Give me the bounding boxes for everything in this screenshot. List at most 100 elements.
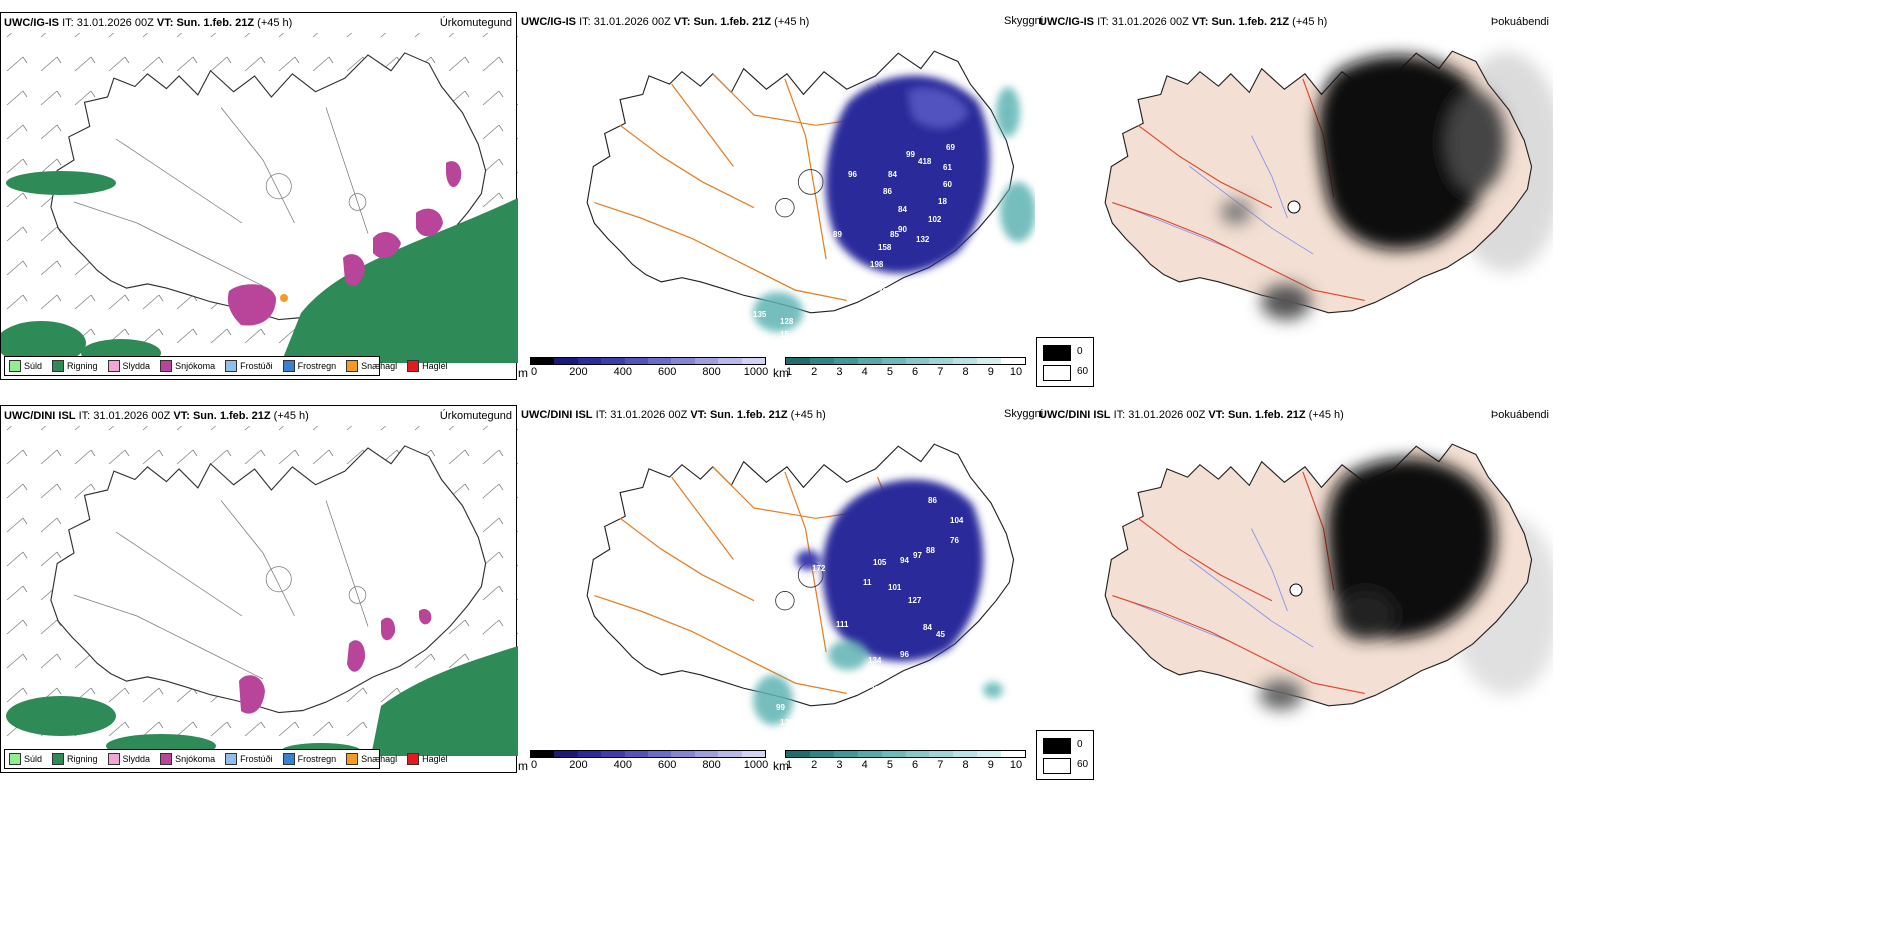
legend-label: Frostúði xyxy=(240,754,273,764)
fog-panel-bottom: Skyggni UWC/DINI ISL IT: 31.01.2026 00Z … xyxy=(1004,405,1553,780)
cloud-base-value-label: 86 xyxy=(883,187,892,196)
cloud-base-value-label: 111 xyxy=(836,620,849,629)
cloud-coverage-blue xyxy=(796,479,984,662)
colorbar-unit: m xyxy=(518,759,528,773)
precip-map xyxy=(1,33,518,367)
cloud-base-value-label: 101 xyxy=(888,583,902,592)
cloud-base-value-label: 18 xyxy=(938,197,947,206)
colorbar-km: km 1 2 3 4 5 6 7 8 9 10 xyxy=(773,357,1028,387)
fog-legend-low-label: 60 xyxy=(1077,366,1089,377)
legend-label: Rigning xyxy=(67,754,98,764)
cloud-base-value-label: 15 xyxy=(780,330,789,339)
cloud-base-value-label: 158 xyxy=(878,243,892,252)
legend-swatch xyxy=(407,753,420,765)
panel-header: UWC/IG-IS IT: 31.01.2026 00Z VT: Sun. 1.… xyxy=(521,16,810,28)
cloud-base-value-label: 96 xyxy=(900,650,909,659)
colorbar-tick: 1000 xyxy=(743,366,769,378)
cloud-base-value-label: 85 xyxy=(890,230,899,239)
colorbar-segment xyxy=(577,751,602,757)
legend-swatch xyxy=(107,753,120,765)
legend-item: Haglél xyxy=(407,360,448,372)
colorbar-tick: 7 xyxy=(937,759,944,771)
cloud-base-value-label: 418 xyxy=(918,157,932,166)
colorbar-segment xyxy=(531,358,555,364)
legend-item: Súld xyxy=(9,753,42,765)
cloud-base-value-label: 86 xyxy=(928,496,937,505)
cloud-base-value-label: 11 xyxy=(863,578,872,587)
fog-dark-area xyxy=(1221,55,1506,320)
colorbar-tick: 200 xyxy=(569,366,588,378)
legend-label: Frostúði xyxy=(240,361,273,371)
legend-label: Slydda xyxy=(122,754,151,764)
cloud-coverage-teal xyxy=(753,87,1035,332)
legend-item: Snjókoma xyxy=(160,360,215,372)
snow-area xyxy=(227,161,462,326)
cloud-base-value-label: 127 xyxy=(908,596,922,605)
colorbar-tick: 10 xyxy=(1009,366,1023,378)
colorbar-tick: 4 xyxy=(861,366,868,378)
precip-type-panel-bottom: UWC/DINI ISL IT: 31.01.2026 00Z VT: Sun.… xyxy=(0,405,518,773)
legend-swatch xyxy=(282,360,295,372)
fog-legend-high-label: 0 xyxy=(1077,739,1083,750)
colorbar-segment xyxy=(977,751,1002,757)
colorbar-tick: 400 xyxy=(613,759,632,771)
cloud-base-value-label: 102 xyxy=(928,215,942,224)
colorbar-tick: 800 xyxy=(702,366,721,378)
panel-header: UWC/DINI ISL IT: 31.01.2026 00Z VT: Sun.… xyxy=(521,409,826,421)
cloud-base-panel-bottom: UWC/DINI ISL IT: 31.01.2026 00Z VT: Sun.… xyxy=(518,405,1035,773)
panel-header: UWC/IG-IS IT: 31.01.2026 00Z VT: Sun. 1.… xyxy=(4,17,293,29)
cloud-base-value-label: 151 xyxy=(868,670,882,679)
cloud-base-value-label: 84 xyxy=(888,170,897,179)
legend-swatch xyxy=(225,753,238,765)
cloud-base-value-label: 105 xyxy=(873,558,887,567)
colorbar-km: km 1 2 3 4 5 6 7 8 9 10 xyxy=(773,750,1028,780)
legend-item: Rigning xyxy=(52,360,98,372)
colorbar-tick: 10 xyxy=(1009,759,1023,771)
snow-area xyxy=(239,609,432,714)
cloud-base-title: Skyggni xyxy=(1004,408,1044,420)
colorbar-strip xyxy=(785,357,1026,365)
cloud-base-value-label: 94 xyxy=(900,556,909,565)
colorbar-tick: 0 xyxy=(530,366,538,378)
colorbar-segment xyxy=(977,358,1002,364)
fog-legend-low-swatch xyxy=(1043,758,1071,774)
cloud-base-value-label: 99 xyxy=(906,150,915,159)
colorbar-tick: 2 xyxy=(811,366,818,378)
colorbar-segment xyxy=(741,751,766,757)
colorbar-segment xyxy=(694,358,719,364)
legend-label: Súld xyxy=(24,361,43,371)
precip-map xyxy=(1,426,518,759)
cloud-base-value-label: 89 xyxy=(833,230,842,239)
colorbar-segment xyxy=(929,358,954,364)
colorbar-segment xyxy=(648,358,672,364)
colorbar-segment xyxy=(929,751,954,757)
colorbar-segment xyxy=(857,358,882,364)
legend-item: Slydda xyxy=(107,360,151,372)
fog-map xyxy=(1104,443,1553,710)
legend-swatch xyxy=(160,753,173,765)
legend-item: Snæhagl xyxy=(346,360,397,372)
legend-swatch xyxy=(107,360,120,372)
legend-label: Slydda xyxy=(122,361,151,371)
colorbar-segment xyxy=(857,751,882,757)
legend-swatch xyxy=(9,360,21,372)
cloud-base-value-label: 60 xyxy=(943,180,952,189)
fog-legend-low-swatch xyxy=(1043,365,1071,381)
colorbar-tick: 1000 xyxy=(743,759,769,771)
cloud-base-value-label: 128 xyxy=(780,317,794,326)
cloud-coverage-blue xyxy=(825,75,990,274)
colorbar-segment xyxy=(554,358,578,364)
legend-label: Snjókoma xyxy=(175,754,216,764)
colorbar-tick: 5 xyxy=(886,366,893,378)
colorbar-tick: 1 xyxy=(785,759,793,771)
colorbar-tick: 1 xyxy=(785,366,793,378)
legend-item: Frostúði xyxy=(225,753,273,765)
colorbar-segment xyxy=(905,751,930,757)
fog-legend-high-label: 0 xyxy=(1077,346,1083,357)
colorbar-tick: 6 xyxy=(912,366,919,378)
cloud-base-value-label: 198 xyxy=(870,260,884,269)
colorbar-unit: km xyxy=(773,366,789,380)
cloud-base-map: 172 105 94 97 88 76 86 104 11 101 127 84 45 134 96 151 2… xyxy=(586,443,1015,742)
colorbar-segment xyxy=(809,751,834,757)
colorbar-segment xyxy=(953,358,978,364)
